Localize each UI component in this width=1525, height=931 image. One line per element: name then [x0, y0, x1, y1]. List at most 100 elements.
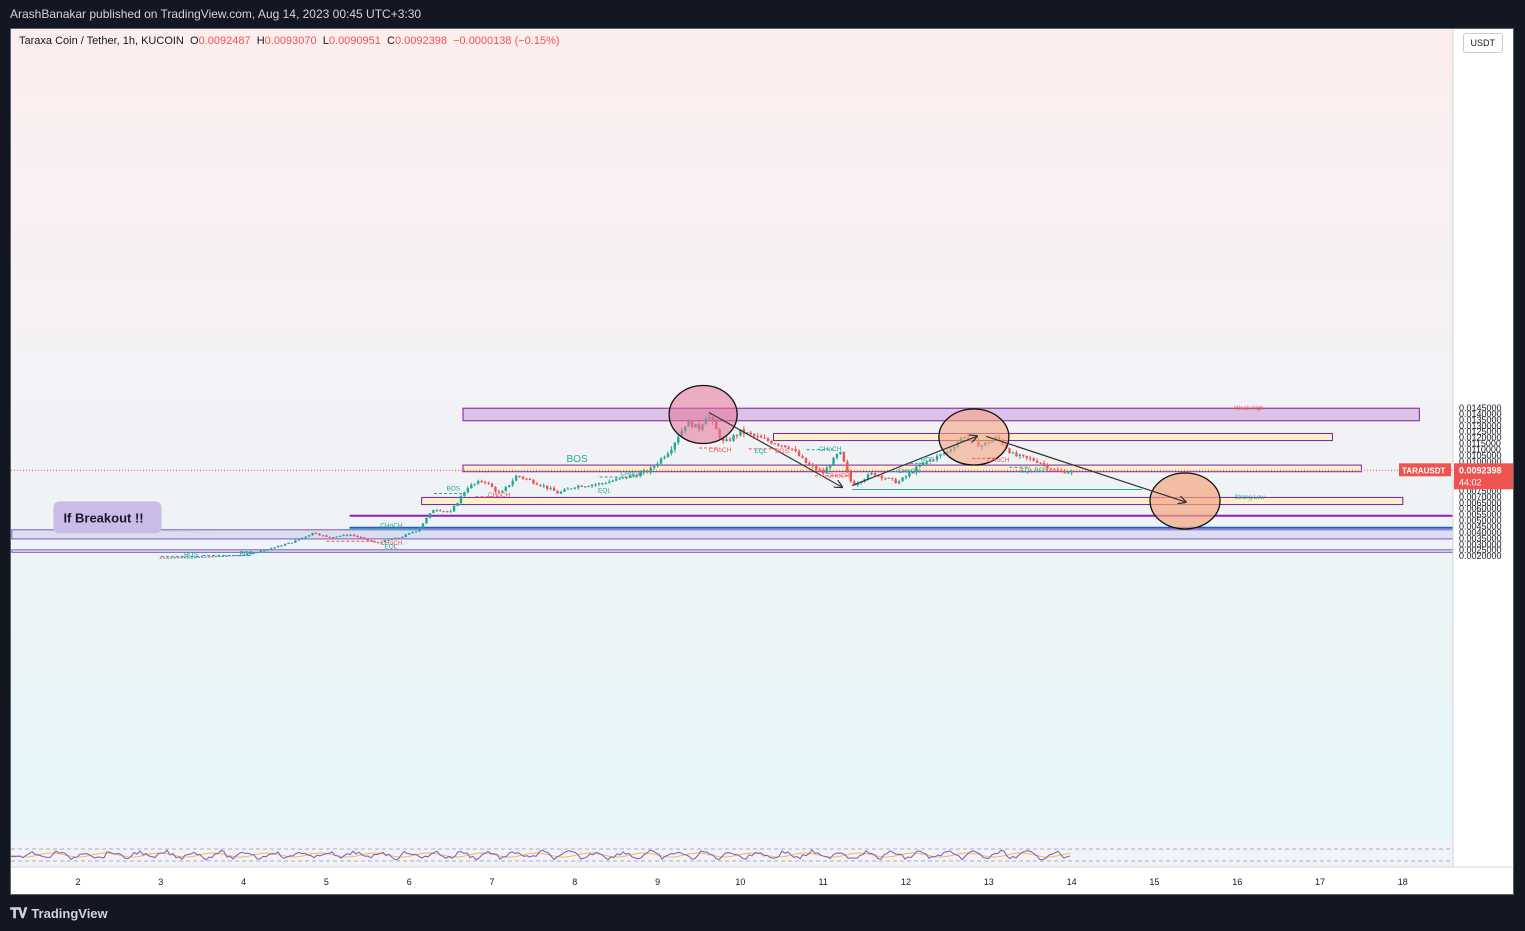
smc-label: CHoCH [380, 540, 403, 547]
tv-logo-icon: 𝐓𝐕 [10, 904, 27, 921]
candle-body [173, 557, 176, 559]
candle-body [204, 556, 207, 558]
candle-body [497, 491, 501, 493]
candle-body [825, 467, 828, 474]
smc-label: BOS [184, 551, 198, 558]
price-axis-bg [1453, 29, 1513, 894]
candle-body [201, 556, 204, 558]
footer-brand: TradingView [31, 905, 108, 921]
candle-body [746, 432, 749, 434]
smc-label: CHoCH [987, 457, 1010, 464]
candle-body [577, 485, 580, 488]
price-tick-label: 0.0105000 [1459, 450, 1502, 460]
candle-body [1070, 471, 1073, 473]
legend-open-label: O [190, 35, 199, 47]
candle-body [728, 439, 732, 441]
candle-body [1018, 454, 1022, 457]
candle-body [197, 556, 200, 558]
candle-body [207, 556, 211, 558]
candle-body [832, 457, 835, 466]
price-tick-label: 0.0135000 [1459, 415, 1502, 425]
candle-body [183, 557, 187, 559]
smc-label: EQL [384, 544, 397, 551]
candle-body [359, 536, 363, 538]
candle-body [815, 466, 818, 470]
candle-body [784, 445, 787, 448]
candle-body [490, 483, 494, 488]
candle-body [480, 481, 483, 483]
price-tick-label: 0.0035000 [1459, 533, 1502, 543]
legend-close: 0.0092398 [394, 35, 447, 47]
candle-body [1032, 458, 1035, 461]
callout-box [53, 501, 162, 534]
candle-body [235, 555, 238, 557]
currency-button[interactable]: USDT [1462, 33, 1503, 53]
candle-body [414, 531, 418, 533]
candle-body [259, 550, 263, 552]
candle-body [508, 485, 511, 487]
candle-body [739, 429, 742, 436]
last-price-text: 0.0092398 [1459, 465, 1502, 475]
time-tick-label: 9 [655, 877, 660, 887]
candle-body [366, 538, 369, 541]
candle-body [925, 461, 928, 463]
legend-high: 0.0093070 [264, 35, 317, 47]
rsi-pane [11, 848, 1453, 862]
time-axis[interactable]: 2 3 4 5 6 7 8 9 10 11 12 13 14 15 16 17 18 [11, 866, 1513, 894]
candle-body [283, 544, 287, 546]
candle-body [828, 465, 832, 468]
candle-body [280, 545, 283, 547]
candle-body [397, 537, 401, 539]
price-tick-label: 0.0115000 [1459, 439, 1501, 449]
candle-body [732, 435, 735, 441]
candle-body [1029, 457, 1032, 459]
zone-supply-purple [462, 407, 1420, 422]
candle-body [473, 483, 476, 485]
candle-body [556, 491, 559, 494]
price-tick-label: 0.0110000 [1459, 444, 1501, 454]
candle-body [763, 437, 766, 439]
candle-body [549, 487, 552, 489]
strong-low-label: Strong Low [1234, 495, 1265, 501]
candle-body [659, 458, 663, 464]
candle-body [932, 459, 935, 461]
candle-body [404, 534, 407, 537]
price-tick-label: 0.0020000 [1459, 551, 1502, 561]
price-tick-label: 0.0145000 [1459, 403, 1502, 413]
candle-body [328, 536, 332, 538]
candle-body [514, 475, 518, 481]
publish-title: ArashBanakar published on TradingView.co… [10, 7, 422, 21]
candle-body [673, 442, 677, 450]
candle-body [332, 537, 335, 539]
legend-symbol: Taraxa Coin / Tether, 1h, KUCOIN [19, 35, 184, 47]
legend-high-label: H [256, 35, 265, 47]
candle-body [518, 475, 521, 477]
candle-body [780, 445, 783, 447]
candle-body [445, 511, 449, 513]
price-axis[interactable]: 0.00200000.00250000.00300000.00350000.00… [1399, 29, 1513, 894]
candle-body [376, 542, 380, 544]
candle-body [459, 496, 463, 504]
zone-lavender-thin [11, 549, 1454, 553]
candle-body [297, 539, 300, 541]
candle-body [880, 475, 884, 479]
time-tick-label: 8 [572, 877, 577, 887]
price-tick-label: 0.0100000 [1459, 456, 1502, 466]
candle-body [856, 483, 859, 486]
candle-body [477, 481, 480, 484]
candle-body [1056, 469, 1059, 471]
smc-label: CHoCH [380, 522, 403, 529]
weak-high-label: Weak High [1234, 406, 1263, 412]
candle-body [370, 540, 373, 542]
symbol-price-tag [1399, 463, 1451, 477]
candle-body [401, 536, 404, 538]
candle-body [1046, 464, 1049, 469]
target-circle [1149, 472, 1221, 530]
chart-frame[interactable]: If Breakout !! BOS Weak High Strong Low BOS C… [10, 28, 1514, 895]
candle-body [163, 557, 166, 559]
candle-body [180, 557, 183, 559]
down-arrow-2 [986, 435, 1185, 501]
candle-body [639, 472, 642, 477]
candle-body [225, 555, 228, 557]
